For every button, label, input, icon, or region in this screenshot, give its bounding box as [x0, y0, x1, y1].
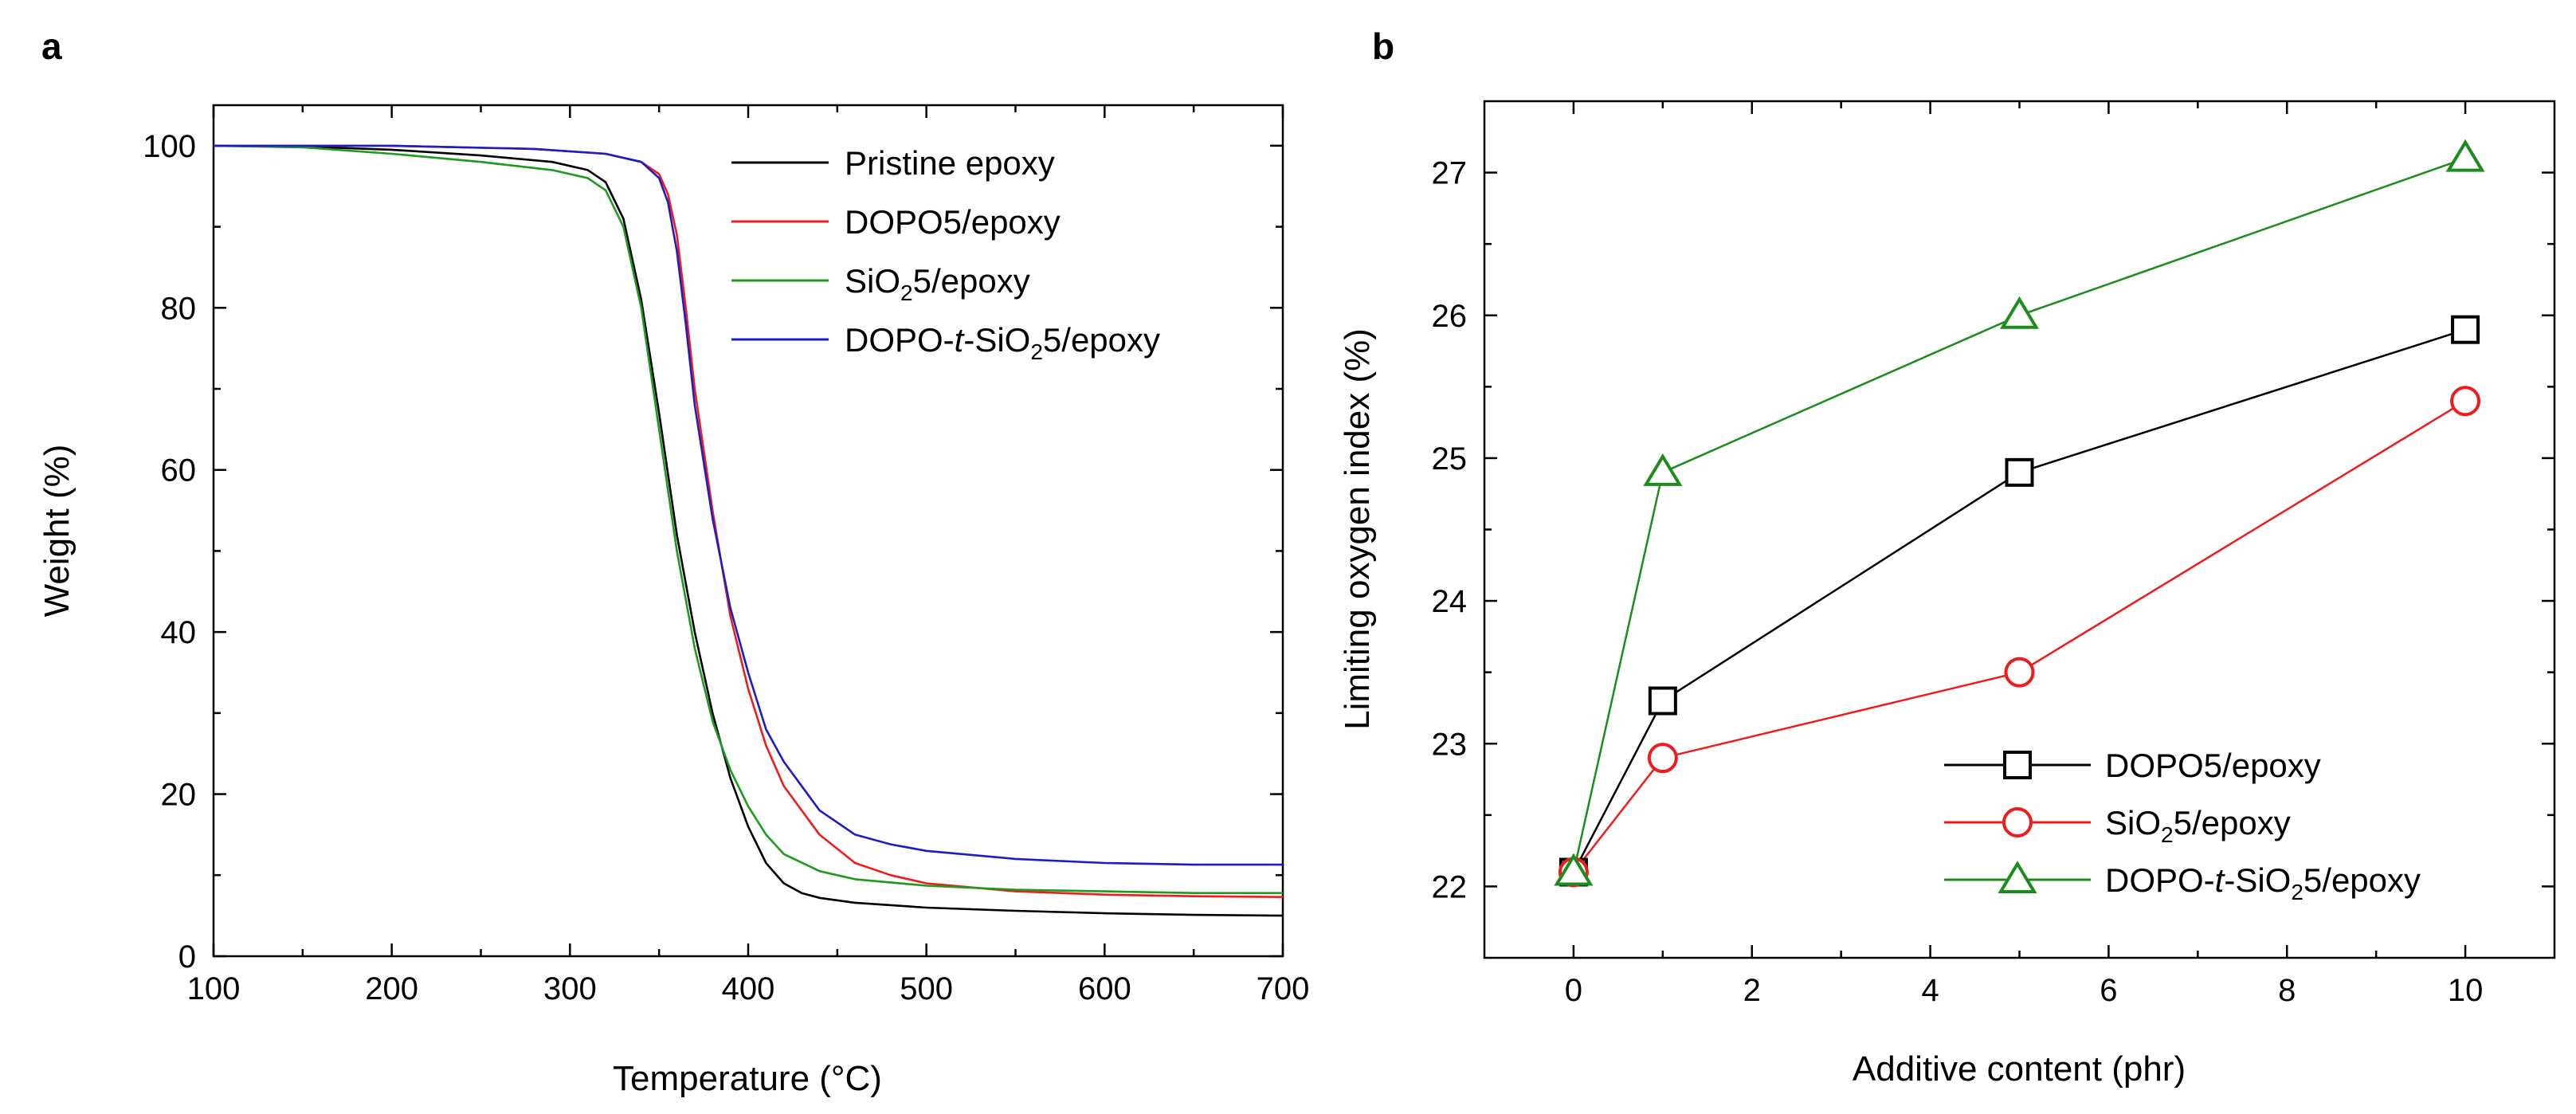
chart-b-point-triangle	[1999, 296, 2040, 329]
chart-a-legend-label: SiO25/epoxy	[845, 262, 1030, 305]
chart-b-ytick-label: 25	[1432, 441, 1468, 477]
chart-a-ytick-label: 100	[143, 129, 196, 164]
chart-b-ytick-label: 27	[1432, 156, 1468, 191]
chart-a-curve-4	[214, 144, 1283, 866]
chart-a-xtick-label: 600	[1078, 971, 1131, 1006]
chart-b-point-circle	[2004, 657, 2035, 688]
chart-b-line-2	[1572, 400, 2466, 873]
chart-a-ytick-label: 80	[161, 291, 197, 326]
chart-b-point-triangle	[1643, 453, 1683, 486]
chart-a-ytick-label: 20	[161, 778, 197, 813]
chart-b-xtick-label: 2	[1743, 973, 1761, 1008]
chart-b-xtick-label: 6	[2100, 973, 2117, 1008]
panel-label-b: b	[1372, 25, 1394, 67]
chart-b-point-triangle	[1554, 853, 1594, 886]
chart-a-xlabel: Temperature (°C)	[613, 1059, 882, 1098]
chart-a-xtick-label: 100	[187, 971, 241, 1006]
chart-b-legend-marker	[2003, 751, 2032, 779]
chart-b-legend-label: DOPO-t-SiO25/epoxy	[2105, 861, 2421, 904]
chart-a: 100 200 300 400 500 600 700 0 20 40 60 80 100 Temper…	[37, 104, 1309, 1098]
chart-a-xtick-label: 500	[900, 971, 953, 1006]
chart-b-point-square	[2451, 315, 2480, 344]
chart-b-legend-marker	[2002, 807, 2033, 837]
chart-a-legend-label: DOPO-t-SiO25/epoxy	[845, 321, 1160, 364]
chart-b-legend-label: SiO25/epoxy	[2105, 804, 2291, 847]
chart-b-xtick-label: 10	[2448, 973, 2484, 1008]
chart-b-point-circle	[2450, 386, 2481, 417]
chart-b-point-triangle	[2445, 139, 2485, 172]
chart-b-xlabel: Additive content (phr)	[1853, 1049, 2186, 1089]
chart-b-point-circle	[1647, 743, 1678, 774]
chart-a-curve-1	[213, 144, 1284, 917]
chart-b-series	[1554, 139, 2485, 888]
chart-b-ytick-label: 23	[1432, 727, 1468, 762]
chart-b-line-3	[1572, 157, 2466, 873]
chart-a-xtick-label: 300	[543, 971, 597, 1006]
chart-a-ytick-label: 60	[161, 453, 197, 488]
chart-a-xtick-label: 400	[722, 971, 775, 1006]
chart-a-ticks: 100 200 300 400 500 600 700 0 20 40 60 80 100	[143, 105, 1309, 1006]
chart-b-legend-marker	[1998, 861, 2037, 893]
chart-a-legend-label: DOPO5/epoxy	[845, 203, 1061, 241]
chart-a-series	[213, 144, 1284, 917]
chart-b-xtick-label: 4	[1921, 973, 1939, 1008]
chart-a-ytick-label: 0	[178, 939, 196, 975]
chart-b-legend-label: DOPO5/epoxy	[2105, 747, 2321, 784]
chart-b-xtick-label: 8	[2278, 973, 2296, 1008]
chart-a-xtick-label: 200	[365, 971, 418, 1006]
chart-b-ytick-label: 22	[1432, 869, 1468, 904]
chart-a-curve-3	[213, 144, 1283, 894]
chart-a-xtick-label: 700	[1257, 971, 1310, 1006]
chart-b-point-square	[1648, 686, 1677, 716]
chart-a-ylabel: Weight (%)	[37, 445, 76, 618]
chart-b-ytick-label: 24	[1432, 584, 1468, 619]
chart-b-ytick-label: 26	[1432, 299, 1468, 334]
panel-label-a: a	[41, 25, 62, 67]
chart-a-legend: Pristine epoxy DOPO5/epoxy SiO25/epoxy DOPO…	[731, 144, 1160, 364]
chart-a-ytick-label: 40	[161, 615, 197, 650]
chart-b-point-square	[2005, 457, 2034, 487]
chart-a-curve-2	[214, 144, 1284, 898]
chart-b-xtick-label: 0	[1565, 973, 1582, 1008]
chart-b-line-1	[1572, 328, 2466, 873]
chart-a-legend-label: Pristine epoxy	[845, 144, 1055, 182]
chart-b-ylabel: Limiting oxygen index (%)	[1338, 328, 1377, 730]
chart-b-legend: DOPO5/epoxy SiO25/epoxy DOPO-t-SiO25/epoxy	[1944, 747, 2421, 904]
